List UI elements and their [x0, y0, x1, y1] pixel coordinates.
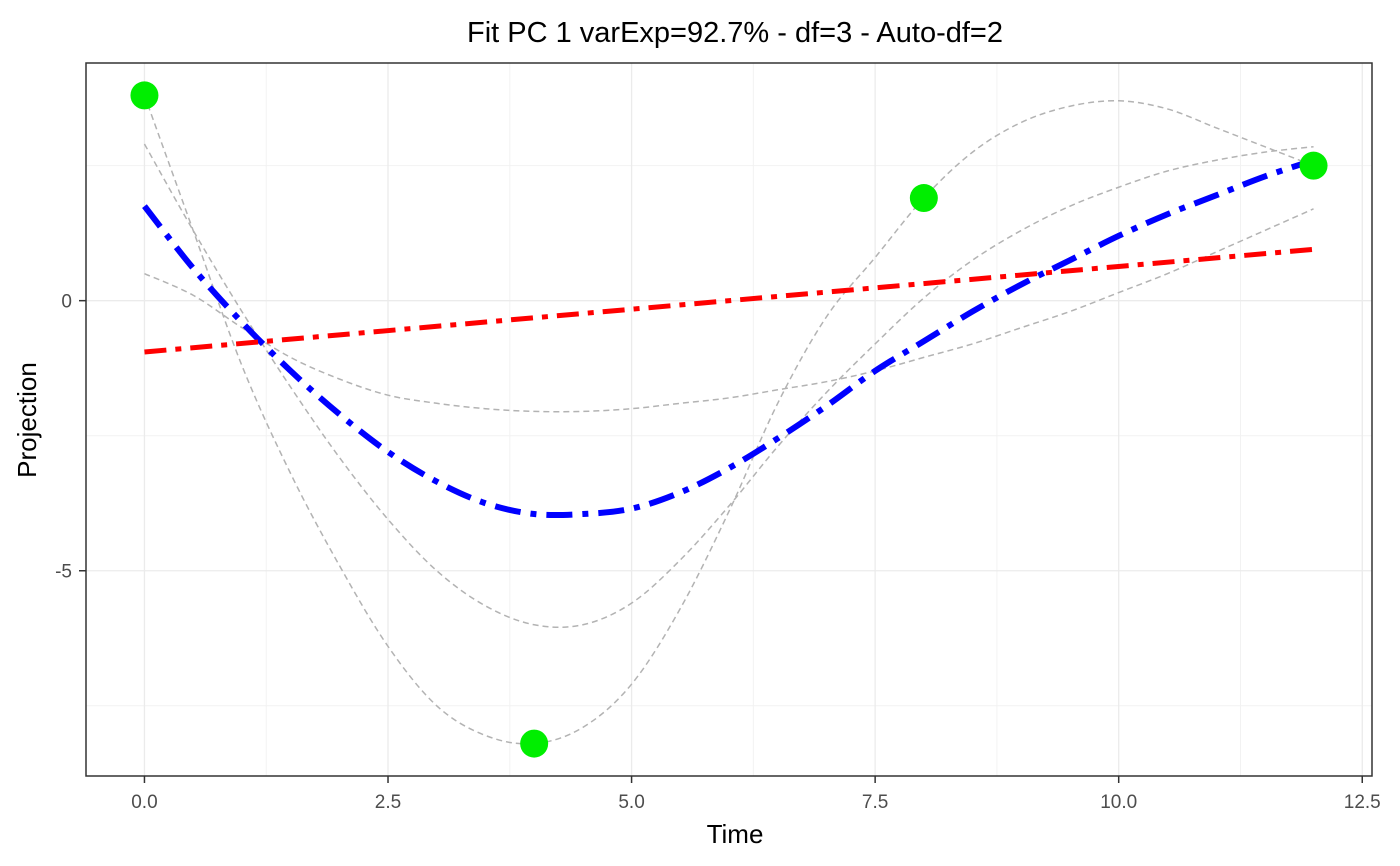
observed-point: [130, 81, 159, 110]
candidate-fit-line-3: [144, 208, 1314, 413]
axis-ticks: 0.0 2.5 5.0 7.5 10.0 12.5 0 -5: [55, 292, 1381, 813]
grid: [86, 63, 1372, 776]
plot-panel-border: [85, 62, 1373, 777]
candidate-fits: [143, 95, 1314, 745]
observed-points: [130, 81, 1328, 758]
x-tick-label: 12.5: [1344, 792, 1381, 813]
df-fit-line: [142, 157, 1315, 519]
x-axis-title: Time: [707, 819, 764, 849]
observed-point: [909, 184, 938, 213]
x-tick-label: 0.0: [131, 792, 157, 813]
y-tick-label: -5: [55, 562, 72, 583]
x-tick-label: 2.5: [375, 792, 401, 813]
auto-df-fit-line: [144, 246, 1314, 355]
x-tick-label: 5.0: [618, 792, 644, 813]
y-axis-title: Projection: [12, 362, 42, 478]
candidate-fit-line-1: [143, 95, 1314, 745]
y-tick-label: 0: [61, 292, 72, 313]
candidate-fit-line-2: [143, 143, 1314, 629]
x-tick-label: 7.5: [862, 792, 888, 813]
x-tick-label: 10.0: [1100, 792, 1137, 813]
observed-point: [1299, 151, 1328, 180]
model-fits: [142, 157, 1315, 519]
observed-point: [520, 729, 549, 758]
chart-title: Fit PC 1 varExp=92.7% - df=3 - Auto-df=2: [467, 17, 1003, 49]
